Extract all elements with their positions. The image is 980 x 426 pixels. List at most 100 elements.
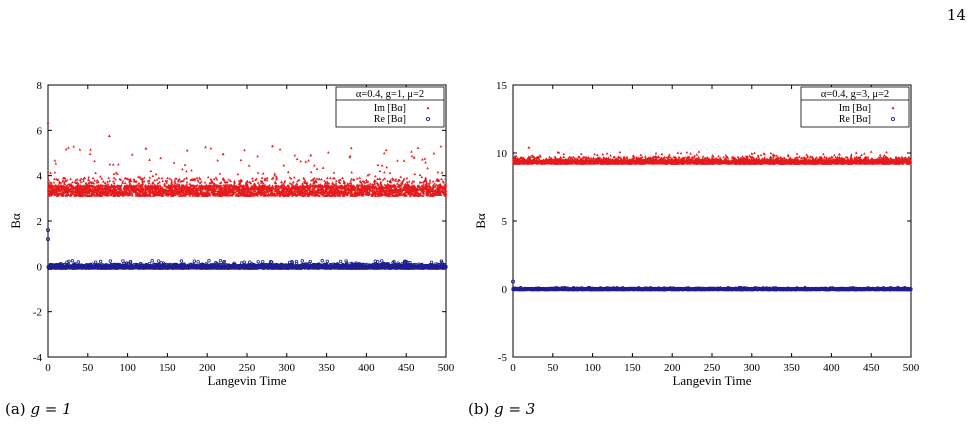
data-point [75, 189, 79, 192]
data-point [307, 193, 310, 196]
data-point [87, 188, 91, 191]
data-point [435, 183, 438, 186]
data-point [388, 191, 392, 195]
scatter-chart-g1: 0 50 100 150 200 250 300 350 400 450 500-4-202468L… [8, 80, 455, 388]
data-point [373, 194, 377, 197]
data-point [390, 187, 393, 191]
data-point [276, 191, 280, 195]
data-point [411, 187, 415, 190]
data-point [75, 181, 79, 184]
data-point [352, 194, 356, 197]
data-point [394, 177, 398, 181]
data-point [62, 181, 66, 185]
data-point [74, 186, 78, 190]
data-point [295, 194, 298, 197]
data-point [152, 194, 156, 197]
data-point [293, 187, 297, 190]
data-point [305, 183, 309, 186]
data-point [251, 179, 255, 182]
data-point [379, 182, 382, 185]
data-point [272, 192, 276, 196]
data-point [337, 180, 341, 184]
data-point [93, 179, 96, 182]
data-point [286, 170, 290, 174]
data-point [437, 186, 440, 190]
data-point [91, 187, 95, 191]
data-point [283, 184, 286, 188]
data-point [346, 182, 350, 185]
data-point [90, 193, 93, 196]
data-point [386, 179, 389, 183]
data-point [288, 176, 292, 179]
data-point [137, 184, 140, 187]
data-point [56, 188, 60, 191]
data-point [381, 178, 385, 181]
data-point [212, 181, 216, 185]
data-point [107, 134, 111, 138]
data-point [195, 184, 198, 187]
data-point [125, 186, 129, 189]
data-point [241, 192, 245, 195]
data-point [183, 193, 187, 197]
data-point [140, 183, 143, 187]
data-point [116, 172, 119, 175]
data-point [243, 148, 246, 152]
data-point [402, 179, 405, 182]
data-point [99, 190, 102, 194]
data-point [163, 182, 166, 186]
data-point [302, 191, 306, 195]
data-point [136, 191, 139, 195]
data-point [359, 186, 363, 190]
data-point [136, 186, 140, 189]
data-point [444, 182, 447, 185]
data-point [121, 181, 124, 185]
data-point [308, 191, 312, 194]
data-point [82, 179, 85, 183]
data-point [157, 187, 160, 190]
data-point [208, 188, 212, 192]
data-point [85, 191, 89, 194]
data-point [154, 172, 158, 176]
data-point [392, 187, 396, 191]
data-point [301, 187, 305, 191]
data-point [89, 180, 93, 184]
data-point [145, 186, 148, 189]
y-tick-label: 8 [37, 80, 43, 92]
data-point [411, 185, 415, 188]
data-point [183, 163, 187, 166]
data-point [144, 183, 148, 187]
data-point [197, 191, 200, 195]
data-point [217, 191, 220, 194]
data-point [262, 181, 265, 185]
data-point [82, 186, 86, 190]
data-point [235, 186, 239, 190]
data-point [374, 184, 377, 188]
data-point [383, 183, 387, 186]
data-point [85, 185, 89, 188]
data-point [80, 185, 84, 188]
data-point [315, 177, 319, 180]
data-point [53, 177, 56, 180]
data-point [87, 194, 90, 197]
data-point [203, 184, 207, 187]
data-point [254, 193, 257, 196]
data-point [358, 179, 362, 183]
data-point [293, 189, 296, 192]
data-point [218, 194, 222, 197]
data-point [111, 179, 115, 183]
data-point [342, 180, 346, 184]
data-point [443, 190, 446, 193]
data-point [146, 179, 150, 183]
data-point [148, 176, 152, 179]
data-point [374, 174, 377, 178]
data-point [56, 192, 59, 195]
data-point [119, 178, 123, 181]
data-point [123, 176, 127, 180]
data-point [302, 190, 306, 193]
data-point [221, 177, 225, 181]
data-point [420, 175, 424, 179]
data-point [437, 189, 441, 192]
data-point [49, 171, 52, 174]
data-point [380, 259, 384, 263]
data-point [188, 188, 191, 191]
